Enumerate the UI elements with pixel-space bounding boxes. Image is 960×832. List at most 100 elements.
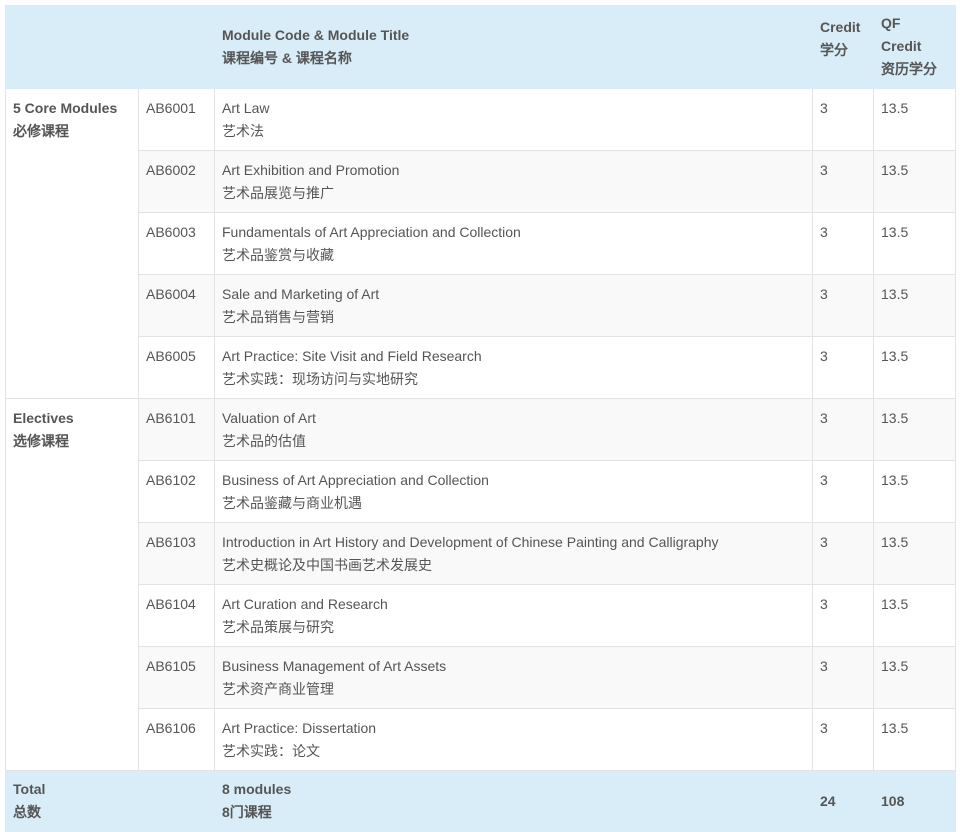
header-module-en: Module Code & Module Title (222, 27, 410, 43)
header-module-zh: 课程编号 & 课程名称 (222, 50, 352, 66)
module-code: AB6106 (138, 708, 215, 771)
module-title-zh: 艺术品展览与推广 (222, 185, 334, 201)
module-title-cell: Fundamentals of Art Appreciation and Col… (214, 212, 813, 275)
table-row: AB6003 Fundamentals of Art Appreciation a… (6, 212, 956, 275)
module-title-en: Art Law (222, 100, 270, 116)
group-label-zh: 必修课程 (13, 123, 69, 139)
header-qf-en2: Credit (881, 38, 922, 54)
module-qf-credit: 13.5 (873, 336, 956, 399)
module-title-en: Art Practice: Site Visit and Field Resea… (222, 348, 482, 364)
table-row: AB6004 Sale and Marketing of Art 艺术品销售与营销 3… (6, 274, 956, 337)
total-modules-zh: 8门课程 (222, 804, 272, 820)
module-title-zh: 艺术实践：现场访问与实地研究 (222, 371, 418, 387)
header-qf-en1: QF (881, 15, 901, 31)
table-row: Electives 选修课程 AB6101 Valuation of Art 艺术品的估… (5, 398, 956, 771)
header-qf-zh: 资历学分 (881, 61, 937, 77)
total-label-cell: Total 总数 (5, 770, 139, 832)
total-modules-en: 8 modules (222, 781, 292, 797)
header-code-cell (138, 5, 215, 89)
module-credit: 3 (812, 150, 874, 213)
module-title-en: Business of Art Appreciation and Collect… (222, 472, 489, 488)
total-label-zh: 总数 (13, 804, 41, 820)
module-qf-credit: 13.5 (873, 88, 956, 151)
module-qf-credit: 13.5 (873, 584, 956, 647)
table-row: AB6102 Business of Art Appreciation and C… (6, 460, 956, 523)
table-row: AB6103 Introduction in Art History and De… (6, 522, 956, 585)
module-credit: 3 (812, 460, 874, 523)
module-title-cell: Valuation of Art 艺术品的估值 (214, 398, 813, 461)
module-title-zh: 艺术品鉴藏与商业机遇 (222, 495, 362, 511)
module-title-cell: Art Exhibition and Promotion 艺术品展览与推广 (214, 150, 813, 213)
module-credit: 3 (812, 522, 874, 585)
group-cell-core: 5 Core Modules 必修课程 (5, 88, 139, 399)
module-title-cell: Business of Art Appreciation and Collect… (214, 460, 813, 523)
module-qf-credit: 13.5 (873, 460, 956, 523)
module-credit: 3 (812, 212, 874, 275)
modules-table: Module Code & Module Title 课程编号 & 课程名称 C… (5, 5, 956, 832)
module-title-zh: 艺术品策展与研究 (222, 619, 334, 635)
total-qf-cell: 108 (873, 770, 956, 832)
header-module-cell: Module Code & Module Title 课程编号 & 课程名称 (214, 5, 813, 89)
module-title-zh: 艺术品销售与营销 (222, 309, 334, 325)
module-title-zh: 艺术法 (222, 123, 264, 139)
module-code: AB6001 (138, 88, 215, 151)
module-code: AB6103 (138, 522, 215, 585)
header-credit-zh: 学分 (820, 42, 848, 58)
group-label-en: Electives (13, 410, 74, 426)
module-code: AB6105 (138, 646, 215, 709)
table-row: AB6104 Art Curation and Research 艺术品策展与研究 3… (6, 584, 956, 647)
table-row: AB6106 Art Practice: Dissertation 艺术实践：论文 3… (6, 708, 956, 771)
total-credit-cell: 24 (812, 770, 874, 832)
module-title-zh: 艺术实践：论文 (222, 743, 320, 759)
header-group-cell (5, 5, 139, 89)
total-row: Total 总数 8 modules 8门课程 24 108 (5, 770, 956, 832)
module-title-cell: Art Curation and Research 艺术品策展与研究 (214, 584, 813, 647)
module-title-en: Business Management of Art Assets (222, 658, 447, 674)
table-row: AB6005 Art Practice: Site Visit and Field… (6, 336, 956, 399)
module-credit: 3 (812, 274, 874, 337)
module-title-en: Introduction in Art History and Developm… (222, 534, 719, 550)
module-title-en: Valuation of Art (222, 410, 316, 426)
table-row: 5 Core Modules 必修课程 AB6001 Art Law 艺术法 3 13.5 (5, 88, 956, 399)
module-qf-credit: 13.5 (873, 150, 956, 213)
module-qf-credit: 13.5 (873, 646, 956, 709)
module-credit: 3 (812, 88, 874, 151)
module-title-cell: Sale and Marketing of Art 艺术品销售与营销 (214, 274, 813, 337)
module-title-en: Art Exhibition and Promotion (222, 162, 400, 178)
module-title-cell: Art Law 艺术法 (214, 88, 813, 151)
module-code: AB6003 (138, 212, 215, 275)
module-code: AB6102 (138, 460, 215, 523)
module-title-zh: 艺术史概论及中国书画艺术发展史 (222, 557, 432, 573)
total-code-cell (138, 770, 215, 832)
module-credit: 3 (812, 398, 874, 461)
table-row: AB6105 Business Management of Art Assets 艺… (6, 646, 956, 709)
module-credit: 3 (812, 708, 874, 771)
header-credit-en: Credit (820, 19, 861, 35)
module-credit: 3 (812, 584, 874, 647)
module-code: AB6005 (138, 336, 215, 399)
module-title-cell: Art Practice: Site Visit and Field Resea… (214, 336, 813, 399)
header-credit-cell: Credit 学分 (812, 5, 874, 89)
module-credit: 3 (812, 646, 874, 709)
module-title-cell: Business Management of Art Assets 艺术资产商业管… (214, 646, 813, 709)
module-title-en: Sale and Marketing of Art (222, 286, 380, 302)
table-row: AB6002 Art Exhibition and Promotion 艺术品展览与… (6, 150, 956, 213)
total-label-en: Total (13, 781, 46, 797)
module-code: AB6004 (138, 274, 215, 337)
module-qf-credit: 13.5 (873, 522, 956, 585)
module-title-en: Art Curation and Research (222, 596, 388, 612)
module-credit: 3 (812, 336, 874, 399)
module-title-zh: 艺术品鉴赏与收藏 (222, 247, 334, 263)
module-code: AB6104 (138, 584, 215, 647)
module-title-en: Art Practice: Dissertation (222, 720, 377, 736)
header-qf-cell: QF Credit 资历学分 (873, 5, 956, 89)
module-code: AB6101 (138, 398, 215, 461)
total-modules-cell: 8 modules 8门课程 (214, 770, 813, 832)
module-title-cell: Introduction in Art History and Developm… (214, 522, 813, 585)
module-qf-credit: 13.5 (873, 708, 956, 771)
module-title-cell: Art Practice: Dissertation 艺术实践：论文 (214, 708, 813, 771)
group-label-zh: 选修课程 (13, 433, 69, 449)
module-title-zh: 艺术品的估值 (222, 433, 306, 449)
module-qf-credit: 13.5 (873, 274, 956, 337)
module-code: AB6002 (138, 150, 215, 213)
